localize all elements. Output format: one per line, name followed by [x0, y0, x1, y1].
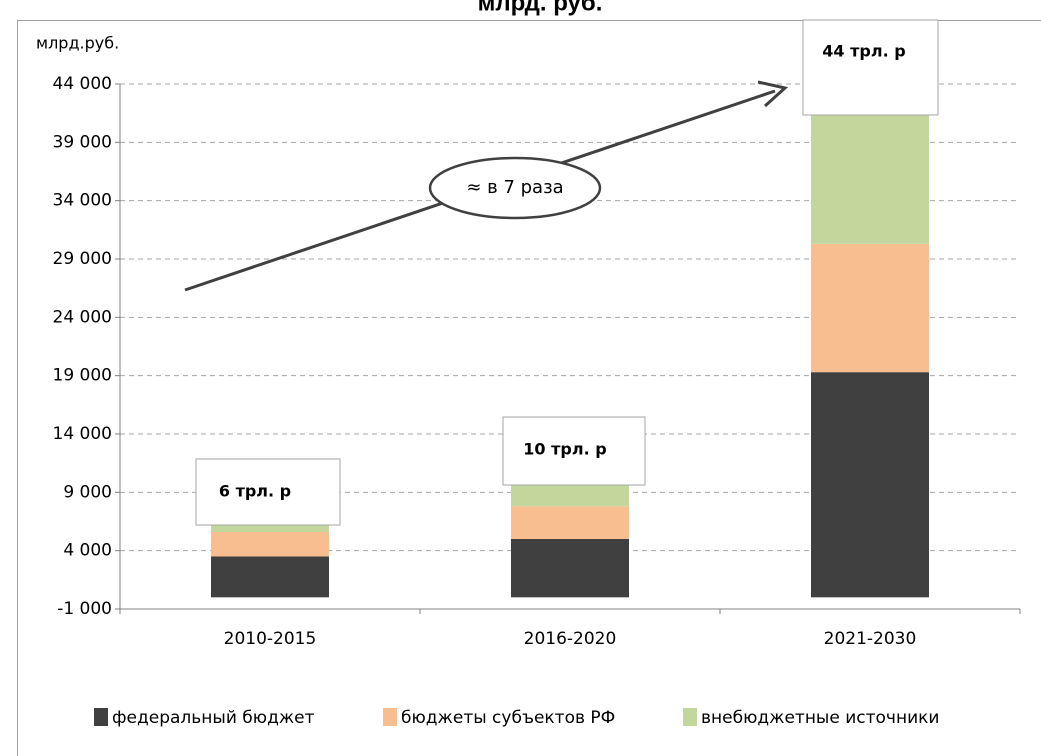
y-tick-label: 44 000: [53, 74, 112, 94]
annotation-box: [502, 416, 646, 486]
bar-segment: [511, 485, 629, 507]
x-tick-label: 2016-2020: [524, 629, 617, 649]
legend-label: бюджеты субъектов РФ: [401, 708, 615, 728]
legend-swatch: [383, 708, 397, 726]
annotation: ≈ в 7 раза: [466, 177, 563, 198]
y-axis-label: млрд.руб.: [36, 34, 119, 53]
bar-segment: [211, 532, 329, 557]
annotation-ellipse: [428, 156, 602, 220]
y-tick-label: 14 000: [53, 424, 112, 444]
bar-segment: [511, 539, 629, 598]
bar-segment: [511, 506, 629, 539]
annotation: 10 трл. р: [523, 440, 606, 459]
arrow-head: [757, 80, 789, 108]
legend-label: внебюджетные источники: [701, 708, 939, 728]
bar-segment: [811, 243, 929, 373]
y-tick-label: 34 000: [53, 191, 112, 211]
y-tick-label: 39 000: [53, 132, 112, 152]
bar-segment: [211, 525, 329, 532]
legend-label: федеральный бюджет: [112, 708, 315, 728]
annotation: 44 трл. р: [822, 42, 905, 61]
x-tick-label: 2021-2030: [824, 629, 917, 649]
annotation: 6 трл. р: [219, 482, 291, 501]
chart-title: млрд. руб.: [478, 0, 603, 16]
y-tick-label: 24 000: [53, 307, 112, 327]
y-tick-label: 4 000: [63, 541, 112, 561]
legend-swatch: [94, 708, 108, 726]
y-tick-label: 19 000: [53, 366, 112, 386]
bar-segment: [811, 372, 929, 598]
annotation-box: [195, 458, 341, 526]
legend-swatch: [683, 708, 697, 726]
x-tick-label: 2010-2015: [224, 629, 317, 649]
annotation-box: [802, 19, 939, 116]
y-tick-label: 9 000: [63, 482, 112, 502]
y-tick-label: -1 000: [57, 599, 112, 619]
bar-segment: [211, 556, 329, 598]
y-tick-label: 29 000: [53, 249, 112, 269]
chart-frame: [17, 20, 1041, 756]
